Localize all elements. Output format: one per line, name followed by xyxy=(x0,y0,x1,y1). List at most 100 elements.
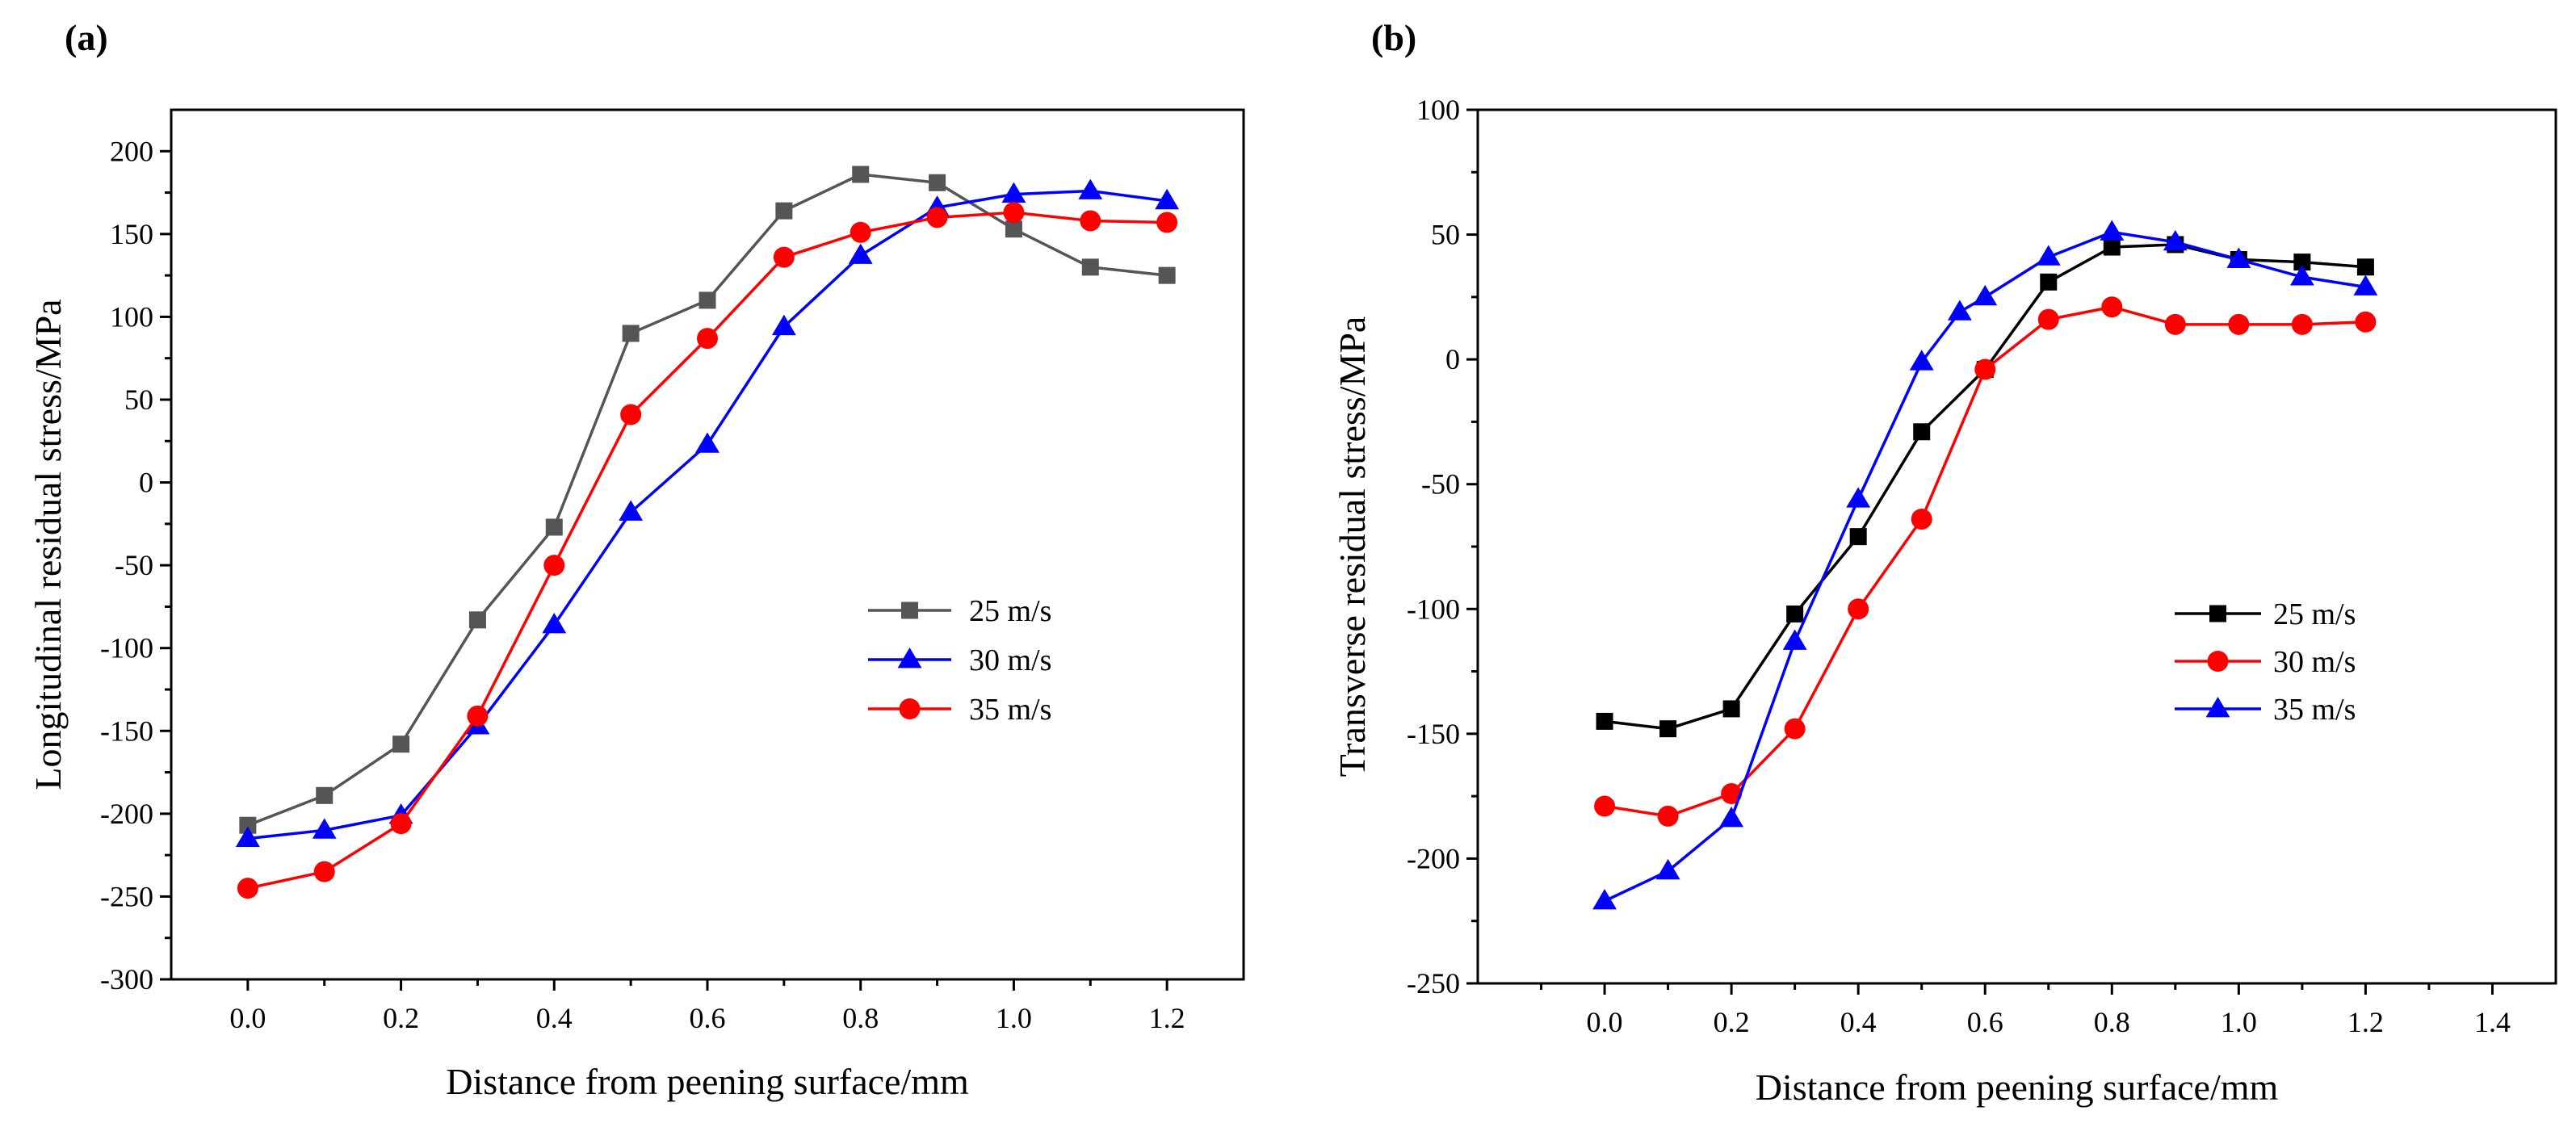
y-tick-label-0-0: -300 xyxy=(100,963,153,995)
y-tick-label-0-6: 0 xyxy=(139,467,153,499)
data-point-1-1-11 xyxy=(2291,313,2313,335)
data-point-1-1-10 xyxy=(2228,313,2250,335)
data-point-0-2-2 xyxy=(390,813,412,835)
data-point-1-1-2 xyxy=(1721,783,1743,805)
data-point-0-1-0 xyxy=(235,826,260,848)
data-point-1-0-3 xyxy=(1786,605,1804,622)
series-line-0-0 xyxy=(247,173,1168,827)
data-point-0-1-10 xyxy=(1001,182,1026,203)
data-point-0-1-7 xyxy=(771,314,796,336)
y-tick-label-0-9: 150 xyxy=(110,218,153,250)
data-point-0-1-6 xyxy=(695,432,720,453)
data-point-1-0-2 xyxy=(1722,700,1740,718)
data-point-0-0-9 xyxy=(929,174,946,191)
data-point-1-1-8 xyxy=(2101,296,2123,318)
data-point-0-0-4 xyxy=(545,518,563,536)
plot-frame-1 xyxy=(1476,108,2557,985)
plot-frame-0 xyxy=(170,108,1245,981)
legend-label-1-1: 30 m/s xyxy=(2273,645,2356,679)
data-point-1-2-2 xyxy=(1719,807,1744,828)
series-line-1-2 xyxy=(1604,230,2366,903)
data-point-1-0-7 xyxy=(2040,273,2058,291)
y-tick-label-1-5: 0 xyxy=(1445,343,1460,375)
x-tick-label-0-4: 0.8 xyxy=(842,1002,879,1034)
data-point-1-1-9 xyxy=(2164,313,2186,335)
legend-marker-0-1 xyxy=(897,648,922,668)
data-point-1-2-8 xyxy=(2036,245,2061,266)
data-point-1-2-3 xyxy=(1782,629,1807,650)
legend-label-0-1: 30 m/s xyxy=(969,643,1051,677)
x-tick-label-0-1: 0.2 xyxy=(383,1002,419,1034)
panel-label-1: (b) xyxy=(1371,17,1416,58)
data-point-0-2-5 xyxy=(620,404,642,425)
series-line-1-1 xyxy=(1604,305,2366,818)
y-tick-label-1-3: -100 xyxy=(1407,593,1460,625)
data-point-1-2-13 xyxy=(2353,275,2378,295)
data-point-0-0-5 xyxy=(622,325,640,342)
legend-marker-1-0 xyxy=(2209,605,2226,622)
y-tick-label-0-7: 50 xyxy=(124,383,153,416)
y-tick-label-0-3: -150 xyxy=(100,715,153,747)
legend-marker-1-2 xyxy=(2205,697,2230,718)
data-point-0-1-5 xyxy=(619,500,644,521)
x-tick-label-0-2: 0.4 xyxy=(536,1002,573,1034)
legend-label-1-0: 25 m/s xyxy=(2273,597,2356,631)
data-point-0-0-1 xyxy=(316,786,334,804)
legend-marker-0-2 xyxy=(899,698,921,719)
y-tick-label-1-2: -150 xyxy=(1407,718,1460,750)
data-point-0-0-6 xyxy=(699,291,716,309)
y-axis-title-1: Transverse residual stress/MPa xyxy=(1332,316,1373,777)
data-point-0-2-8 xyxy=(850,221,871,243)
x-tick-label-0-0: 0.0 xyxy=(229,1002,266,1034)
data-point-0-1-1 xyxy=(312,818,337,839)
x-axis-title-1: Distance from peening surface/mm xyxy=(1756,1067,2279,1108)
y-tick-label-0-8: 100 xyxy=(110,300,153,333)
data-point-0-1-12 xyxy=(1155,188,1180,210)
data-point-0-1-4 xyxy=(542,613,567,634)
data-point-1-2-4 xyxy=(1846,487,1871,508)
x-axis-title-0: Distance from peening surface/mm xyxy=(446,1061,969,1102)
data-point-0-2-3 xyxy=(467,705,489,727)
data-point-1-0-8 xyxy=(2103,238,2121,256)
data-point-0-1-8 xyxy=(848,243,873,264)
legend-label-0-2: 35 m/s xyxy=(969,693,1051,727)
data-point-0-1-11 xyxy=(1078,178,1103,199)
data-point-1-0-1 xyxy=(1659,720,1677,738)
data-point-0-0-7 xyxy=(775,202,793,220)
data-point-1-1-3 xyxy=(1784,718,1806,740)
y-tick-label-0-4: -100 xyxy=(100,632,153,664)
x-tick-label-0-5: 1.0 xyxy=(996,1002,1032,1034)
data-point-1-2-0 xyxy=(1592,889,1617,910)
data-point-1-1-0 xyxy=(1594,795,1616,817)
data-point-0-0-2 xyxy=(392,736,410,753)
y-axis-title-0: Longitudinal residual stress/MPa xyxy=(27,299,69,790)
data-point-0-2-10 xyxy=(1003,202,1025,224)
data-point-0-0-8 xyxy=(852,166,870,183)
x-tick-label-1-2: 0.4 xyxy=(1840,1006,1877,1038)
data-point-1-2-11 xyxy=(2226,247,2251,268)
data-point-0-0-3 xyxy=(468,611,486,629)
y-tick-label-1-6: 50 xyxy=(1431,219,1460,251)
data-point-0-2-0 xyxy=(237,878,258,899)
y-tick-label-0-1: -250 xyxy=(100,880,153,912)
data-point-0-2-6 xyxy=(697,328,718,350)
data-point-0-0-11 xyxy=(1081,258,1099,276)
x-tick-label-0-3: 0.6 xyxy=(690,1002,726,1034)
data-point-1-2-1 xyxy=(1655,858,1680,880)
x-tick-label-1-4: 0.8 xyxy=(2094,1006,2130,1038)
data-point-1-2-9 xyxy=(2100,220,2125,241)
data-point-0-0-10 xyxy=(1005,220,1022,238)
data-point-0-2-12 xyxy=(1156,212,1178,233)
x-tick-label-1-0: 0.0 xyxy=(1587,1006,1623,1038)
data-point-0-2-11 xyxy=(1080,210,1101,232)
y-tick-label-0-2: -200 xyxy=(100,798,153,830)
data-point-1-2-6 xyxy=(1947,300,1972,321)
y-tick-label-1-1: -200 xyxy=(1407,842,1460,874)
panel-label-0: (a) xyxy=(65,17,108,58)
data-point-0-2-1 xyxy=(313,861,335,882)
y-tick-label-0-10: 200 xyxy=(110,135,153,167)
data-point-0-0-0 xyxy=(239,816,257,834)
x-tick-label-1-7: 1.4 xyxy=(2474,1006,2511,1038)
data-point-0-2-9 xyxy=(926,207,948,228)
